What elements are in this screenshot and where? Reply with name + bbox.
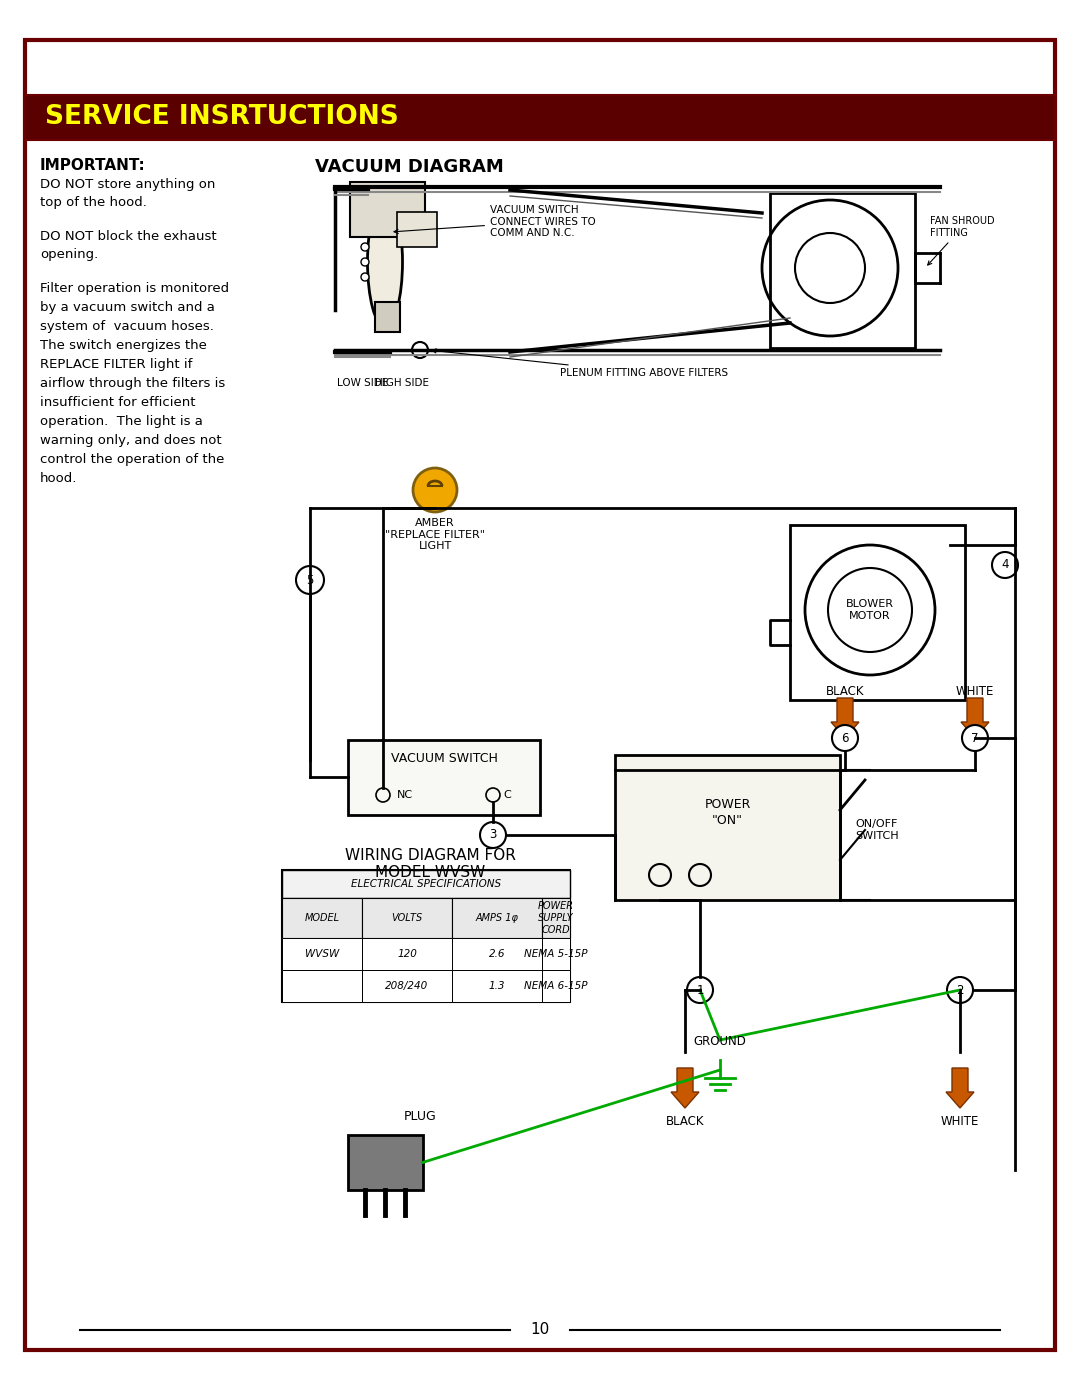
Polygon shape xyxy=(831,698,859,738)
Text: 1: 1 xyxy=(697,983,704,996)
Text: C: C xyxy=(503,789,511,800)
Text: POWER
"ON": POWER "ON" xyxy=(704,799,751,827)
Bar xyxy=(362,898,453,937)
Text: 208/240: 208/240 xyxy=(386,981,429,990)
Text: IMPORTANT:: IMPORTANT: xyxy=(40,158,146,173)
Text: NC: NC xyxy=(397,789,414,800)
Bar xyxy=(615,754,840,900)
Text: HIGH SIDE: HIGH SIDE xyxy=(375,379,429,388)
Circle shape xyxy=(962,725,988,752)
Polygon shape xyxy=(671,1067,699,1108)
Text: 5: 5 xyxy=(307,574,313,587)
Bar xyxy=(348,1134,422,1190)
Text: WVSW: WVSW xyxy=(305,949,339,958)
Text: 3: 3 xyxy=(489,828,497,841)
Text: 1.3: 1.3 xyxy=(489,981,505,990)
Text: 2: 2 xyxy=(956,983,963,996)
Text: MODEL: MODEL xyxy=(305,914,339,923)
Circle shape xyxy=(361,243,369,251)
Text: WHITE: WHITE xyxy=(941,1115,980,1127)
Text: WIRING DIAGRAM FOR
MODEL WVSW: WIRING DIAGRAM FOR MODEL WVSW xyxy=(345,848,515,880)
Text: FAN SHROUD
FITTING: FAN SHROUD FITTING xyxy=(928,217,995,265)
Bar xyxy=(789,525,966,700)
Circle shape xyxy=(296,566,324,594)
Text: NEMA 5-15P: NEMA 5-15P xyxy=(524,949,588,958)
Text: BLOWER
MOTOR: BLOWER MOTOR xyxy=(846,599,894,620)
Bar xyxy=(282,870,570,898)
Circle shape xyxy=(361,272,369,281)
Bar xyxy=(282,970,362,1002)
Polygon shape xyxy=(961,698,989,738)
Ellipse shape xyxy=(367,197,403,327)
Text: POWER
SUPPLY
CORD: POWER SUPPLY CORD xyxy=(538,901,573,935)
Circle shape xyxy=(413,468,457,511)
Text: AMPS 1φ: AMPS 1φ xyxy=(475,914,518,923)
Text: LOW SIDE: LOW SIDE xyxy=(337,379,388,388)
Text: 4: 4 xyxy=(1001,559,1009,571)
Text: 6: 6 xyxy=(841,732,849,745)
Bar xyxy=(282,898,362,937)
Circle shape xyxy=(687,977,713,1003)
Text: Filter operation is monitored
by a vacuum switch and a
system of  vacuum hoses.
: Filter operation is monitored by a vacuu… xyxy=(40,282,229,485)
Bar xyxy=(348,740,540,814)
Circle shape xyxy=(832,725,858,752)
Text: PLUG: PLUG xyxy=(404,1111,436,1123)
Text: VACUUM SWITCH: VACUUM SWITCH xyxy=(391,752,498,764)
Text: AMBER
"REPLACE FILTER"
LIGHT: AMBER "REPLACE FILTER" LIGHT xyxy=(384,518,485,552)
Bar xyxy=(350,182,426,237)
Text: SERVICE INSRTUCTIONS: SERVICE INSRTUCTIONS xyxy=(45,105,399,130)
Text: 7: 7 xyxy=(971,732,978,745)
Text: VACUUM DIAGRAM: VACUUM DIAGRAM xyxy=(315,158,503,176)
Bar xyxy=(453,937,542,970)
Bar xyxy=(397,212,437,247)
Circle shape xyxy=(947,977,973,1003)
Polygon shape xyxy=(946,1067,974,1108)
Bar xyxy=(453,898,542,937)
Text: 10: 10 xyxy=(530,1323,550,1337)
Bar xyxy=(25,95,1055,140)
Circle shape xyxy=(361,258,369,265)
Text: DO NOT block the exhaust
opening.: DO NOT block the exhaust opening. xyxy=(40,231,217,261)
Circle shape xyxy=(480,821,507,848)
Text: DO NOT store anything on
top of the hood.: DO NOT store anything on top of the hood… xyxy=(40,177,215,210)
Bar xyxy=(282,870,570,1002)
Circle shape xyxy=(993,552,1018,578)
Text: WHITE: WHITE xyxy=(956,685,995,698)
Bar xyxy=(542,898,570,937)
Text: ELECTRICAL SPECIFICATIONS: ELECTRICAL SPECIFICATIONS xyxy=(351,879,501,888)
Text: VACUUM SWITCH
CONNECT WIRES TO
COMM AND N.C.: VACUUM SWITCH CONNECT WIRES TO COMM AND … xyxy=(394,205,596,239)
Bar xyxy=(770,193,915,348)
Text: BLACK: BLACK xyxy=(826,685,864,698)
Text: VOLTS: VOLTS xyxy=(391,914,422,923)
Text: 120: 120 xyxy=(397,949,417,958)
Bar xyxy=(453,970,542,1002)
Bar xyxy=(542,937,570,970)
Bar xyxy=(362,970,453,1002)
Text: 2.6: 2.6 xyxy=(489,949,505,958)
Text: NEMA 6-15P: NEMA 6-15P xyxy=(524,981,588,990)
Bar xyxy=(362,937,453,970)
Text: BLACK: BLACK xyxy=(665,1115,704,1127)
Text: PLENUM FITTING ABOVE FILTERS: PLENUM FITTING ABOVE FILTERS xyxy=(432,349,728,379)
Bar xyxy=(282,937,362,970)
Text: ON/OFF
SWITCH: ON/OFF SWITCH xyxy=(855,819,899,841)
Bar xyxy=(542,970,570,1002)
Bar xyxy=(375,302,400,332)
Text: GROUND: GROUND xyxy=(693,1035,746,1048)
